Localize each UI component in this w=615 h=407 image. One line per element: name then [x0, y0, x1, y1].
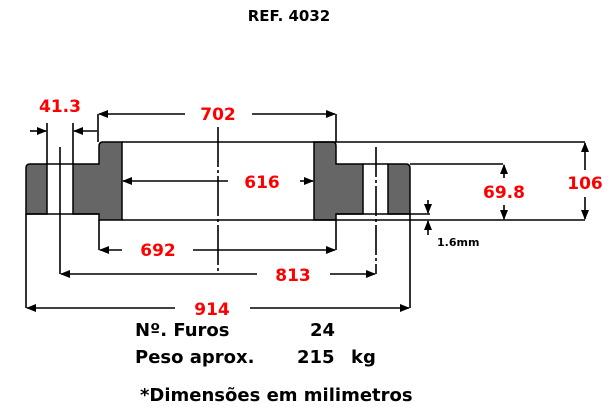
- dim-914: 914: [194, 300, 230, 320]
- flange-section-left: [25, 141, 123, 221]
- weight-label: Peso aprox.: [135, 347, 254, 368]
- flange-section-right: [313, 141, 411, 221]
- weight-unit: kg: [351, 347, 376, 368]
- dim-41-3: 41.3: [39, 97, 81, 117]
- holes-label: Nº. Furos: [135, 320, 230, 341]
- holes-value: 24: [310, 320, 335, 341]
- dim-1-6mm: 1.6mm: [437, 236, 479, 249]
- dim-702: 702: [200, 105, 236, 125]
- dimension-arrows: [26, 110, 589, 312]
- weight-value: 215: [297, 347, 335, 368]
- dim-813: 813: [275, 266, 311, 286]
- dim-616: 616: [244, 173, 280, 193]
- dim-69-8: 69.8: [483, 183, 525, 203]
- units-note: *Dimensões em milimetros: [140, 385, 413, 406]
- dim-692: 692: [140, 241, 176, 261]
- title: REF. 4032: [248, 7, 331, 25]
- dim-106: 106: [567, 174, 603, 194]
